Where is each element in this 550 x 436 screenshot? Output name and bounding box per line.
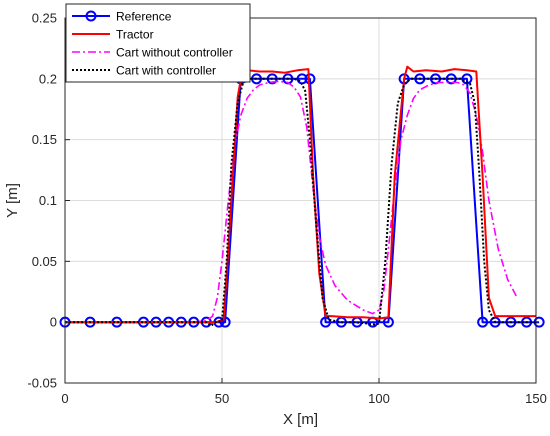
series-line-cart-with-controller — [65, 77, 536, 327]
series-line-cart-without-controller — [65, 80, 518, 324]
legend-label-cart-with-controller: Cart with controller — [116, 64, 216, 78]
y-axis-label: Y [m] — [4, 183, 21, 218]
ticks: 0 50 100 150 -0.05 0 0.05 0.1 0.15 0.2 0.25 — [27, 11, 546, 407]
series-marker-reference — [320, 316, 332, 328]
legend: Reference Tractor Cart without controller C… — [65, 3, 251, 83]
legend-label-tractor: Tractor — [116, 28, 154, 42]
legend-label-cart-without-controller: Cart without controller — [116, 46, 233, 60]
y-tick-label: 0.15 — [32, 132, 57, 147]
legend-marker-reference — [85, 10, 97, 22]
series-layer — [59, 65, 545, 328]
x-tick-label: 50 — [215, 391, 229, 406]
y-tick-label: 0.25 — [32, 11, 57, 26]
y-tick-label: 0.1 — [39, 193, 57, 208]
series-marker-reference — [461, 73, 473, 85]
legend-label-reference: Reference — [116, 10, 172, 24]
x-axis-label: X [m] — [283, 411, 318, 428]
x-tick-label: 0 — [61, 391, 68, 406]
x-tick-label: 150 — [525, 391, 547, 406]
y-tick-label: 0 — [50, 315, 57, 330]
x-tick-label: 100 — [368, 391, 390, 406]
series-line-tractor — [65, 65, 536, 324]
series-marker-reference — [477, 316, 489, 328]
y-tick-label: -0.05 — [27, 376, 57, 391]
y-tick-label: 0.05 — [32, 254, 57, 269]
y-tick-label: 0.2 — [39, 71, 57, 86]
